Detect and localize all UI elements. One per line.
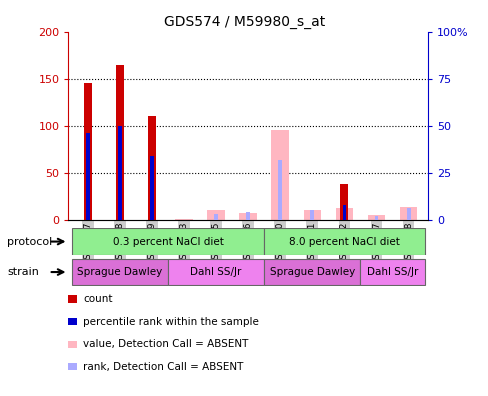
Bar (278, 160, 282, 220)
Bar (72, 228, 264, 255)
Text: 8.0 percent NaCl diet: 8.0 percent NaCl diet (288, 236, 399, 247)
Bar (342, 205, 346, 220)
Bar (175, 219, 192, 220)
Text: Sprague Dawley: Sprague Dawley (77, 267, 162, 277)
Text: count: count (83, 294, 112, 304)
Text: GDS574 / M59980_s_at: GDS574 / M59980_s_at (163, 15, 325, 29)
Bar (360, 259, 424, 286)
Bar (116, 65, 123, 220)
Bar (147, 116, 156, 220)
Bar (399, 207, 417, 220)
Text: Sprague Dawley: Sprague Dawley (269, 267, 354, 277)
Bar (264, 259, 360, 286)
Text: Dahl SS/Jr: Dahl SS/Jr (190, 267, 241, 277)
Bar (207, 210, 224, 220)
Bar (246, 212, 249, 220)
Bar (167, 259, 264, 286)
Bar (406, 208, 410, 220)
Text: value, Detection Call = ABSENT: value, Detection Call = ABSENT (83, 339, 248, 349)
Text: percentile rank within the sample: percentile rank within the sample (83, 316, 259, 327)
Bar (118, 126, 122, 220)
Text: strain: strain (7, 267, 39, 277)
Bar (83, 84, 92, 220)
Bar (340, 184, 348, 220)
Bar (335, 208, 352, 220)
Bar (264, 228, 424, 255)
Text: 0.3 percent NaCl diet: 0.3 percent NaCl diet (112, 236, 223, 247)
Bar (374, 216, 378, 220)
Bar (214, 214, 218, 220)
Text: rank, Detection Call = ABSENT: rank, Detection Call = ABSENT (83, 362, 243, 372)
Bar (303, 210, 321, 220)
Bar (310, 210, 314, 220)
Bar (72, 259, 167, 286)
Bar (271, 130, 288, 220)
Bar (150, 156, 154, 220)
Text: protocol: protocol (7, 236, 53, 247)
Text: Dahl SS/Jr: Dahl SS/Jr (366, 267, 417, 277)
Bar (239, 213, 257, 220)
Bar (85, 133, 89, 220)
Bar (367, 215, 385, 220)
